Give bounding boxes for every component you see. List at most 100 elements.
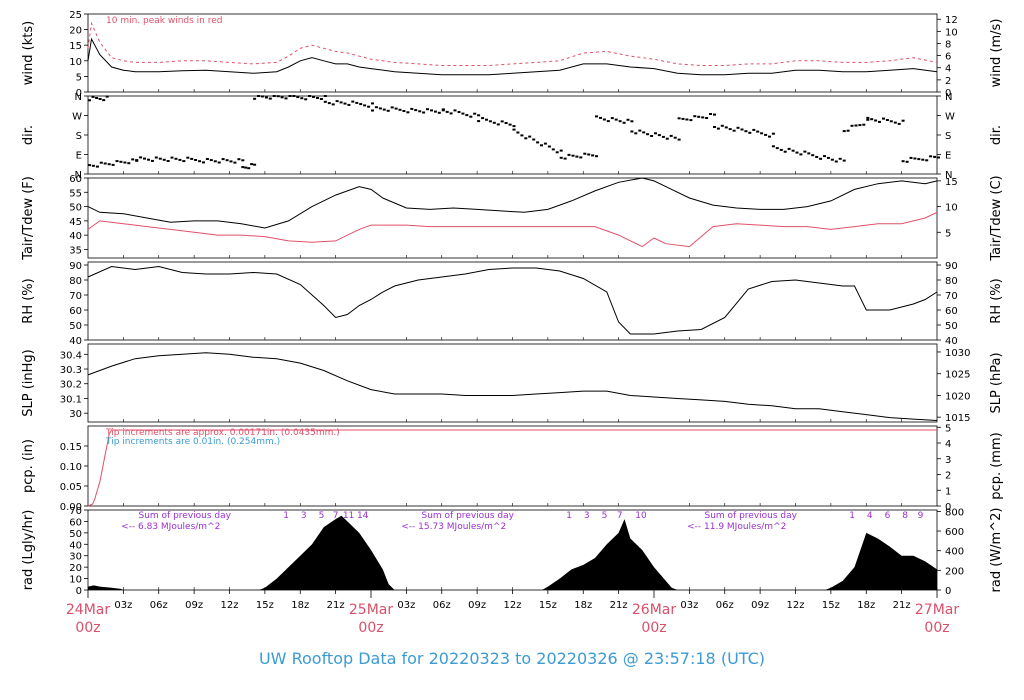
tick-label-right: 80 <box>945 276 958 287</box>
direction-point <box>162 158 166 161</box>
time-tick-label: 12z <box>221 600 239 611</box>
direction-point <box>426 108 429 111</box>
direction-point <box>378 107 382 110</box>
direction-point <box>441 109 445 112</box>
direction-point <box>496 123 500 126</box>
direction-point <box>555 151 559 154</box>
direction-point <box>874 119 878 122</box>
direction-point <box>681 117 685 120</box>
direction-point <box>154 156 158 159</box>
direction-point <box>626 118 630 121</box>
tick-label-right: 0 <box>945 88 951 99</box>
direction-point <box>532 138 536 141</box>
direction-point <box>327 102 331 105</box>
direction-point <box>654 132 657 135</box>
direction-point <box>500 120 504 123</box>
direction-point <box>276 95 280 98</box>
tick-label-right: 15 <box>945 177 958 188</box>
direction-point <box>237 158 241 161</box>
tick-label-right: 5 <box>945 228 951 239</box>
direction-point <box>241 166 245 169</box>
daily-sum-title: Sum of previous day <box>422 511 515 521</box>
direction-point <box>107 163 111 166</box>
panel-temp: Tair/Tdew (F) Tair/Tdew (C) 35 40 45 50 55 60 5 1… <box>21 174 1004 262</box>
tick-label-right: 600 <box>945 527 964 538</box>
direction-point <box>150 159 154 162</box>
direction-point <box>508 123 512 126</box>
tick-label-right: 0 <box>945 502 951 513</box>
direction-point <box>925 159 929 162</box>
tick-label-right: 1030 <box>945 348 970 359</box>
direction-point <box>850 124 854 127</box>
daily-sum-value: <-- 11.9 MJoules/m^2 <box>687 522 786 532</box>
direction-cluster <box>441 109 481 118</box>
direction-point <box>91 164 95 167</box>
tick-label-right: 60 <box>945 306 958 317</box>
tick-label-right: 10 <box>945 203 958 214</box>
direction-point <box>119 160 123 163</box>
tick-label-left: 50 <box>69 203 82 214</box>
direction-point <box>536 141 540 144</box>
direction-point <box>791 149 795 152</box>
direction-point <box>260 95 264 98</box>
direction-point <box>760 132 764 135</box>
direction-point <box>870 118 874 121</box>
direction-point <box>610 117 614 120</box>
tick-label-left: 70 <box>69 506 82 517</box>
direction-point <box>905 160 909 163</box>
tick-label-left: 0.15 <box>60 442 82 453</box>
direction-cluster <box>901 155 940 163</box>
direction-point <box>488 120 492 123</box>
direction-cluster <box>713 124 775 138</box>
tick-label-right: 3 <box>945 455 951 466</box>
direction-point <box>504 122 508 124</box>
time-tick-label: 06z <box>433 600 451 611</box>
direction-point <box>559 149 563 152</box>
direction-point <box>571 154 575 157</box>
direction-point <box>866 116 870 119</box>
hour-marker: 8 <box>902 511 908 521</box>
direction-point <box>551 148 555 151</box>
tick-label-right: 800 <box>945 507 964 518</box>
direction-point <box>221 158 225 161</box>
direction-point <box>319 98 323 100</box>
direction-point <box>630 130 634 133</box>
series-rh <box>87 265 938 335</box>
tick-label-right: 4 <box>945 439 951 450</box>
daily-sum-value: <-- 6.83 MJoules/m^2 <box>121 522 220 532</box>
tick-label-left: 30.1 <box>60 394 82 405</box>
y-axis-label-right: dir. <box>989 125 1004 145</box>
direction-point <box>304 98 308 101</box>
tick-label-left: 40 <box>69 231 82 242</box>
hour-marker: 7 <box>617 511 623 521</box>
direction-point <box>713 126 716 128</box>
tick-label-left: 60 <box>69 517 82 528</box>
direction-cluster <box>323 100 374 108</box>
direction-point <box>147 158 150 161</box>
direction-point <box>414 109 418 112</box>
tick-label-right: 1025 <box>945 370 970 381</box>
time-tick-label: 21z <box>893 600 911 611</box>
direction-point <box>477 114 481 117</box>
direction-point <box>893 121 897 124</box>
y-axis-label-right: SLP (hPa) <box>989 352 1004 413</box>
direction-point <box>744 130 748 133</box>
y-axis-label-right: Tair/Tdew (C) <box>989 175 1004 261</box>
tick-label-left: 0 <box>76 88 82 99</box>
direction-point <box>909 156 913 159</box>
day-label-date: 27Mar <box>915 602 959 618</box>
direction-point <box>308 95 312 97</box>
daily-sum-value: <-- 15.73 MJoules/m^2 <box>401 522 506 532</box>
tick-label-right: 2 <box>945 76 951 87</box>
tick-label-left: 60 <box>69 174 82 185</box>
direction-point <box>929 155 933 158</box>
y-axis-label-right: pcp. (mm) <box>989 432 1004 499</box>
direction-point <box>799 153 803 156</box>
direction-point <box>830 158 834 161</box>
time-tick-label: 03z <box>114 600 132 611</box>
direction-cluster <box>866 116 905 125</box>
direction-cluster <box>771 145 846 163</box>
direction-point <box>477 120 481 123</box>
direction-cluster <box>253 95 327 101</box>
